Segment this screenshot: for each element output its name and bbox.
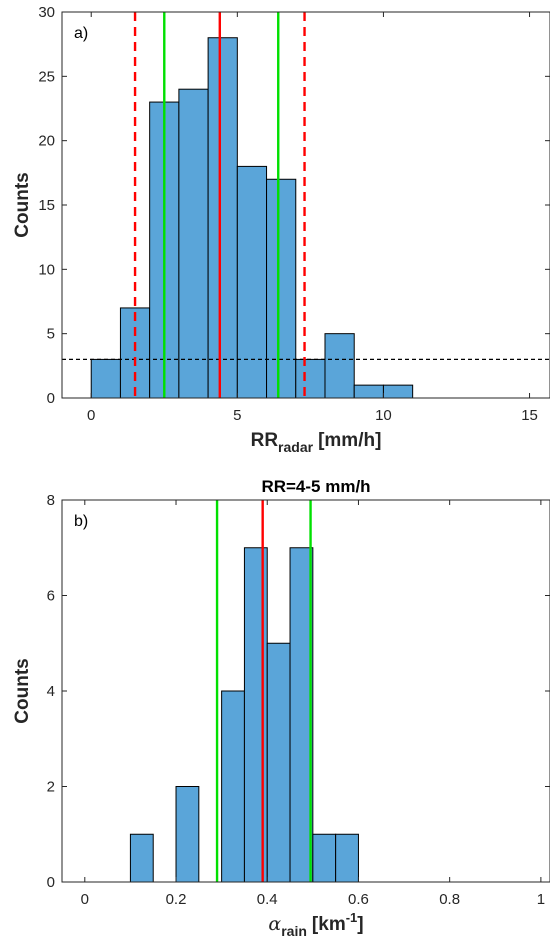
y-tick-label: 5 bbox=[47, 326, 55, 343]
histogram-bar bbox=[335, 833, 359, 883]
histogram-bar bbox=[119, 307, 151, 399]
x-tick-label: 0.8 bbox=[439, 891, 460, 908]
x-tick-label: 0 bbox=[87, 407, 95, 424]
x-axis-label-main: α bbox=[268, 913, 281, 935]
y-tick-label: 2 bbox=[47, 779, 55, 796]
histogram-bar bbox=[175, 786, 200, 883]
y-tick-label: 20 bbox=[38, 133, 55, 150]
panel-title: RR=4-5 mm/h bbox=[261, 477, 370, 496]
histogram-bar bbox=[207, 37, 238, 399]
histogram-bar bbox=[382, 384, 414, 399]
x-tick-label: 1 bbox=[537, 891, 545, 908]
x-tick-label: 15 bbox=[521, 407, 538, 424]
y-axis-label: Counts bbox=[12, 172, 33, 237]
panel-tag: a) bbox=[74, 25, 88, 42]
y-axis-label: Counts bbox=[12, 658, 33, 723]
x-axis-label-unit: [km bbox=[312, 914, 346, 935]
x-axis-label-unit: [mm/h] bbox=[318, 430, 381, 451]
histogram-bar bbox=[295, 358, 326, 399]
histogram-bar bbox=[221, 690, 245, 883]
y-tick-label: 25 bbox=[38, 68, 55, 85]
x-axis-label: αrain [km-1] bbox=[268, 910, 363, 939]
x-tick-label: 10 bbox=[375, 407, 392, 424]
x-axis-label-main: RR bbox=[251, 430, 279, 451]
x-tick-label: 0 bbox=[81, 891, 89, 908]
panel-a: 0 5 10 15 0 5 10 15 20 25 30 Counts RRradar [mm/h] a) bbox=[12, 4, 550, 455]
x-axis-label-subscript: radar bbox=[278, 439, 314, 455]
panel-tag: b) bbox=[74, 513, 88, 530]
x-tick-label: 0.6 bbox=[348, 891, 369, 908]
x-tick-label: 0.2 bbox=[166, 891, 187, 908]
panel-b: 0 0.2 0.4 0.6 0.8 1 0 2 4 6 8 Counts αrain [km-1] b) RR… bbox=[12, 477, 550, 939]
y-tick-label: 0 bbox=[47, 874, 55, 891]
histogram-bar bbox=[178, 88, 209, 399]
y-tick-label: 4 bbox=[47, 683, 55, 700]
x-axis-label: RRradar [mm/h] bbox=[251, 430, 382, 455]
histogram-bar bbox=[90, 358, 121, 399]
y-tick-label: 8 bbox=[47, 492, 55, 509]
x-tick-label: 5 bbox=[233, 407, 241, 424]
x-axis-label-subscript: rain bbox=[281, 923, 307, 939]
y-tick-label: 15 bbox=[38, 197, 55, 214]
y-tick-label: 0 bbox=[47, 390, 55, 407]
histogram-bar bbox=[324, 333, 355, 399]
x-axis-label-close: ] bbox=[357, 914, 363, 935]
histogram-bar bbox=[129, 833, 154, 883]
histogram-bar bbox=[266, 642, 291, 883]
histogram-bar bbox=[266, 178, 297, 399]
histogram-bar bbox=[353, 384, 384, 399]
x-tick-label: 0.4 bbox=[257, 891, 278, 908]
y-tick-label: 10 bbox=[38, 261, 55, 278]
x-axis-label-superscript: -1 bbox=[346, 910, 358, 925]
histogram-bar bbox=[312, 833, 337, 883]
y-tick-label: 6 bbox=[47, 588, 55, 605]
histogram-bar bbox=[236, 165, 268, 399]
y-tick-label: 30 bbox=[38, 4, 55, 21]
